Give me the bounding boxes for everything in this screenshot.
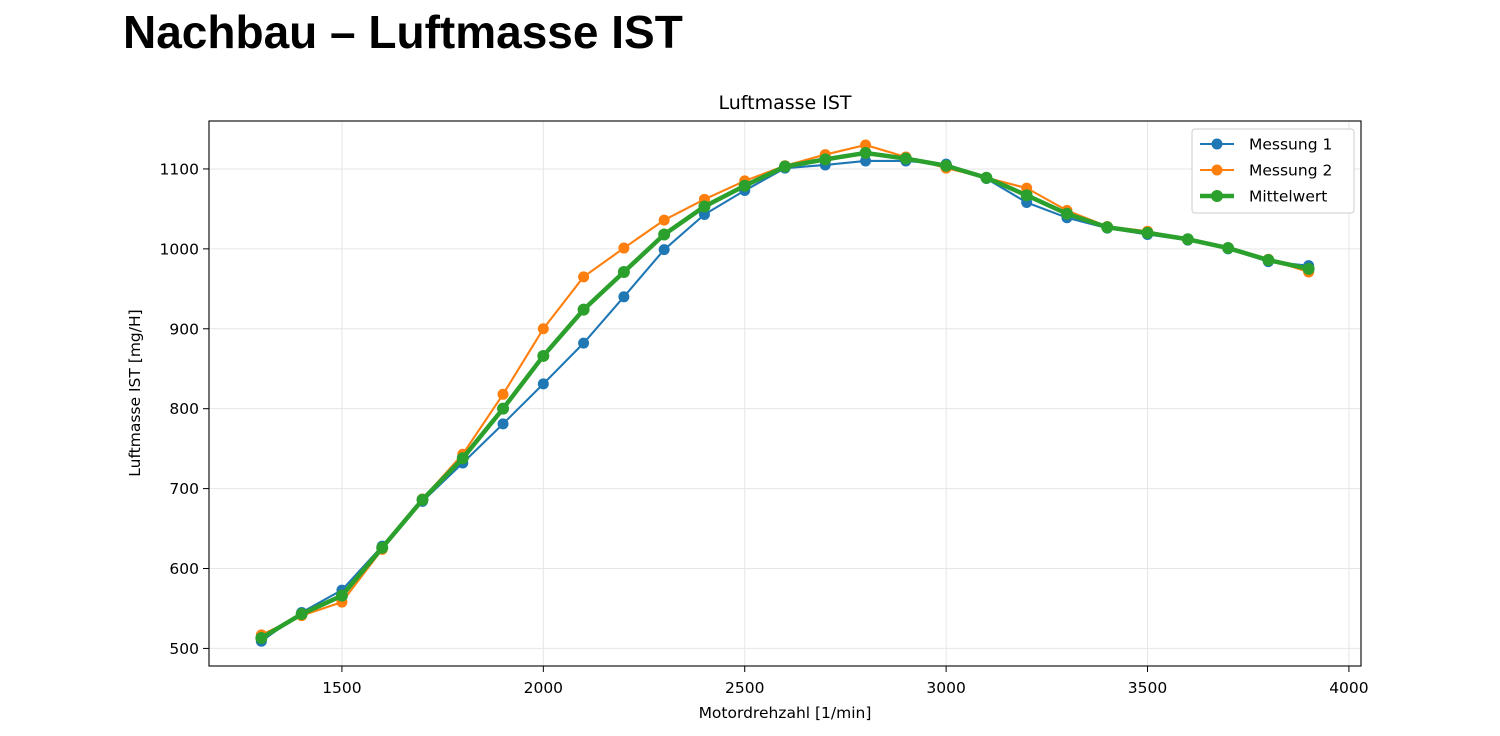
data-point bbox=[980, 171, 993, 184]
data-point bbox=[335, 589, 348, 602]
data-point bbox=[1101, 221, 1114, 234]
legend-label: Messung 2 bbox=[1249, 162, 1332, 180]
data-point bbox=[497, 388, 509, 400]
y-tick-label: 800 bbox=[169, 400, 199, 418]
chart-title: Luftmasse IST bbox=[718, 92, 851, 114]
data-point bbox=[899, 152, 912, 165]
data-point bbox=[658, 214, 670, 226]
data-point bbox=[255, 632, 268, 645]
data-point bbox=[497, 418, 509, 430]
x-tick-label: 2500 bbox=[725, 679, 764, 697]
series-2 bbox=[255, 139, 1315, 641]
x-tick-label: 4000 bbox=[1329, 679, 1368, 697]
y-tick-label: 1100 bbox=[160, 160, 199, 178]
data-point bbox=[416, 493, 429, 506]
data-point bbox=[779, 160, 791, 173]
data-point bbox=[537, 378, 549, 390]
legend-swatch-marker bbox=[1211, 164, 1223, 176]
x-tick-label: 2000 bbox=[524, 679, 563, 697]
data-point bbox=[577, 303, 590, 316]
legend-swatch-marker bbox=[1211, 190, 1223, 202]
y-axis: 500 600 700 800 900 1000 1100 bbox=[160, 160, 209, 658]
x-tick-label: 1500 bbox=[322, 679, 361, 697]
legend: Messung 1 Messung 2 Mittelwert bbox=[1191, 128, 1355, 214]
legend-box bbox=[1191, 128, 1355, 214]
y-tick-label: 600 bbox=[169, 560, 199, 578]
series-line bbox=[260, 143, 1310, 636]
data-point bbox=[859, 146, 872, 159]
data-point bbox=[497, 402, 510, 415]
series-layer bbox=[255, 139, 1315, 647]
data-point bbox=[1181, 233, 1194, 246]
x-tick-label: 3000 bbox=[926, 679, 965, 697]
page-heading: Nachbau – Luftmasse IST bbox=[123, 6, 683, 58]
y-tick-label: 500 bbox=[169, 640, 199, 658]
x-axis-label: Motordrehzahl [1/min] bbox=[699, 704, 872, 722]
data-point bbox=[819, 153, 832, 166]
series-1 bbox=[255, 155, 1315, 647]
legend-item: Mittelwert bbox=[1200, 188, 1327, 206]
data-point bbox=[578, 271, 590, 283]
data-point bbox=[1302, 262, 1315, 275]
data-point bbox=[1060, 207, 1073, 220]
x-axis: 1500 2000 2500 3000 3500 4000 bbox=[322, 666, 1369, 697]
data-point bbox=[1262, 254, 1275, 267]
x-tick-label: 3500 bbox=[1128, 679, 1167, 697]
data-point bbox=[1020, 189, 1033, 202]
data-point bbox=[658, 244, 670, 256]
data-point bbox=[456, 452, 469, 465]
y-tick-label: 700 bbox=[169, 480, 199, 498]
data-point bbox=[1141, 226, 1154, 239]
legend-label: Messung 1 bbox=[1249, 136, 1332, 154]
y-axis-label: Luftmasse IST [mg/H] bbox=[126, 309, 144, 476]
y-tick-label: 900 bbox=[169, 320, 199, 338]
legend-swatch-marker bbox=[1211, 138, 1223, 150]
data-point bbox=[537, 349, 550, 362]
legend-item: Messung 1 bbox=[1200, 136, 1332, 154]
data-point bbox=[618, 291, 630, 303]
data-point bbox=[1222, 242, 1235, 255]
data-point bbox=[537, 323, 549, 335]
plot-frame bbox=[208, 120, 1362, 667]
data-point bbox=[617, 266, 630, 279]
legend-item: Messung 2 bbox=[1200, 162, 1332, 180]
y-tick-label: 1000 bbox=[160, 240, 199, 258]
data-point bbox=[698, 200, 711, 213]
grid-layer bbox=[209, 121, 1361, 666]
data-point bbox=[940, 159, 953, 172]
data-point bbox=[376, 541, 389, 554]
data-point bbox=[658, 228, 671, 241]
data-point bbox=[295, 608, 308, 621]
series-line bbox=[259, 150, 1311, 641]
data-point bbox=[738, 179, 751, 192]
legend-label: Mittelwert bbox=[1249, 188, 1327, 206]
data-point bbox=[578, 337, 590, 349]
data-point bbox=[618, 242, 630, 254]
series-3 bbox=[255, 146, 1315, 645]
